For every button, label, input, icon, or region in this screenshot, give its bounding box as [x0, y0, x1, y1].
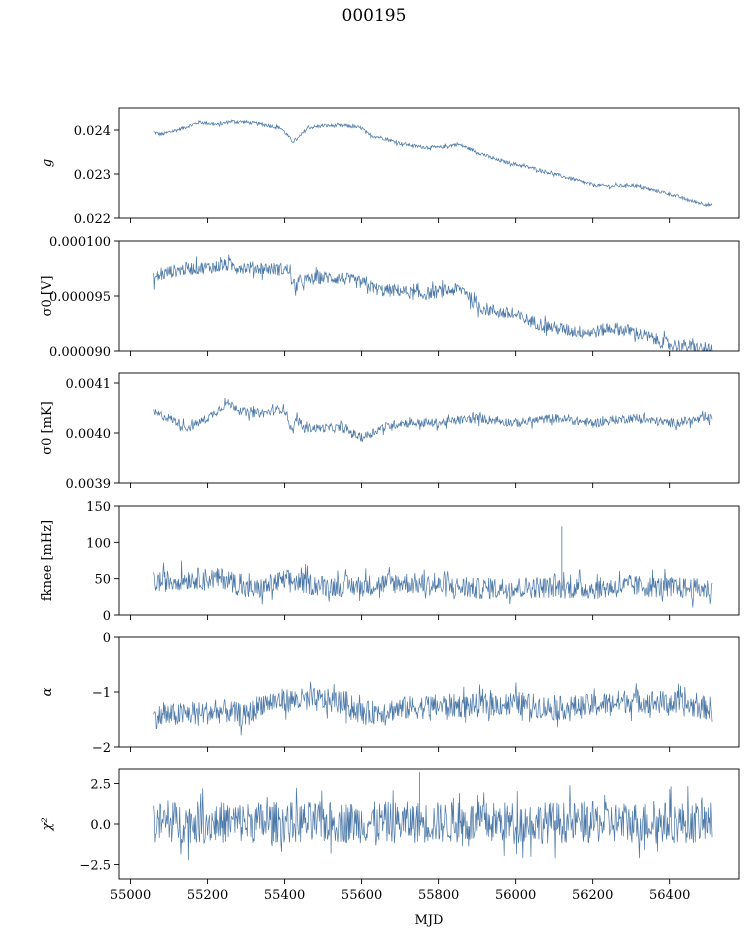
x-tick-label: 55000: [110, 888, 151, 903]
y-tick-label: 100: [86, 536, 111, 551]
series-line: [153, 254, 713, 351]
axes-frame: [118, 372, 740, 484]
series-line: [153, 397, 713, 443]
panel-sigma0-volts: 0.000090 0.000095 0.000100 σ0 [V]: [40, 235, 740, 360]
axes-frame: [118, 636, 740, 748]
y-tick-label: 0: [103, 631, 111, 646]
y-axis-label: σ0 [mK]: [40, 401, 55, 454]
y-tick-label: 0.0040: [66, 427, 112, 442]
figure-title: 000195: [341, 6, 407, 26]
panel-alpha: −2 −1 0 α: [40, 631, 740, 756]
x-tick-label: 56400: [649, 888, 690, 903]
y-axis-label: g: [40, 159, 55, 167]
series-line: [153, 785, 713, 861]
axes-frame: [118, 505, 740, 616]
y-tick-label: 50: [94, 573, 111, 588]
y-tick-label: −2.5: [79, 858, 111, 873]
panel-gain: 0.022 0.023 0.024 g: [40, 107, 740, 227]
x-tick-label: 55800: [418, 888, 459, 903]
y-tick-label: 2.5: [90, 778, 111, 793]
series-line: [153, 119, 713, 208]
y-tick-label: 0.023: [74, 168, 111, 183]
panel-sigma0-mk: 0.0039 0.0040 0.0041 σ0 [mK]: [40, 372, 740, 492]
x-tick-label: 55400: [264, 888, 305, 903]
y-axis-label: σ0 [V]: [40, 276, 55, 317]
y-axis-label: χ²: [40, 817, 55, 831]
y-tick-label: 0.000100: [49, 235, 111, 250]
y-axis-label: fknee [mHz]: [40, 520, 55, 601]
x-tick-label: 56000: [495, 888, 536, 903]
series-line: [153, 681, 713, 736]
y-tick-label: 0.000090: [49, 345, 111, 360]
x-tick-label: 55600: [341, 888, 382, 903]
x-axis-label: MJD: [415, 913, 444, 928]
y-tick-label: 0.024: [74, 124, 111, 139]
y-tick-label: 150: [86, 500, 111, 515]
y-tick-label: −1: [92, 686, 111, 701]
y-tick-label: 0.0041: [66, 377, 112, 392]
series-line: [153, 560, 713, 608]
x-tick-label: 56200: [572, 888, 613, 903]
panel-fknee: 0 50 100 150 fknee [mHz]: [40, 500, 740, 624]
y-tick-label: 0.022: [74, 212, 111, 227]
y-tick-label: 0.0: [90, 818, 111, 833]
x-tick-label: 55200: [187, 888, 228, 903]
y-tick-label: −2: [92, 741, 111, 756]
y-tick-label: 0: [103, 609, 111, 624]
y-axis-label: α: [40, 687, 55, 696]
y-tick-label: 0.0039: [66, 477, 112, 492]
axes-frame: [118, 107, 740, 219]
panel-chi2: −2.5 0.0 2.5 55000 55200 55400 55600 55800 56000…: [40, 768, 740, 903]
y-tick-label: 0.000095: [49, 290, 111, 305]
